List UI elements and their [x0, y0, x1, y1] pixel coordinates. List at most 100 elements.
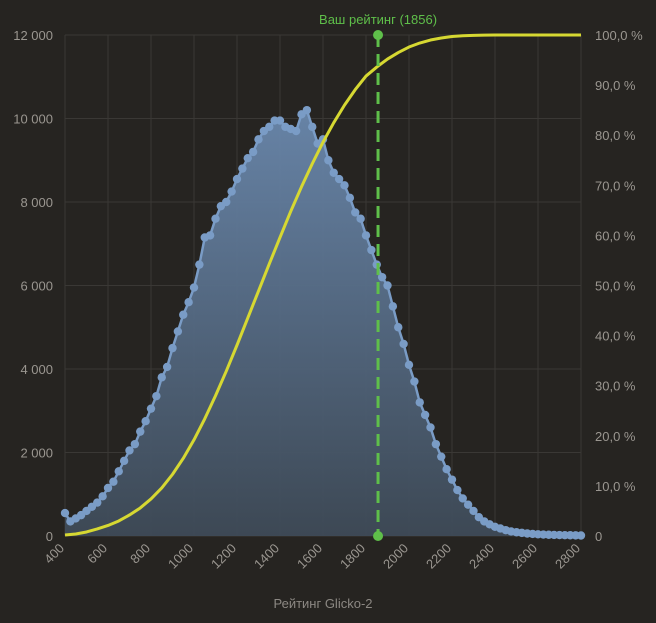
right-y-tick-label: 0 [595, 529, 602, 544]
distribution-point [361, 231, 371, 240]
distribution-point [248, 147, 258, 157]
left-y-tick-label: 12 000 [13, 28, 53, 43]
distribution-point [383, 281, 392, 290]
distribution-point [458, 494, 467, 503]
distribution-point [146, 404, 156, 413]
distribution-point [275, 116, 285, 125]
distribution-point [447, 475, 457, 484]
distribution-point [189, 283, 199, 292]
right-y-tick-label: 60,0 % [595, 228, 636, 243]
distribution-point [291, 126, 301, 136]
distribution-point [157, 373, 166, 382]
distribution-point [125, 446, 134, 455]
distribution-fill [65, 110, 581, 537]
distribution-point [141, 416, 150, 426]
distribution-point [340, 181, 349, 190]
distribution-point [410, 377, 419, 386]
distribution-point [205, 231, 215, 240]
distribution-point [351, 208, 360, 217]
distribution-point [195, 260, 204, 269]
distribution-point [130, 439, 140, 449]
distribution-point [399, 339, 408, 349]
right-y-tick-label: 30,0 % [595, 379, 636, 394]
x-axis-ticks: 400 600 800 1000 1200 1400 1600 1800 2000 2200 240… [41, 541, 583, 572]
distribution-point [179, 310, 188, 319]
distribution-point [152, 391, 161, 401]
x-tick-label: 1400 [251, 541, 282, 572]
distribution-point [377, 272, 387, 282]
distribution-point [437, 452, 446, 461]
distribution-point [243, 153, 252, 163]
distribution-point [388, 302, 398, 311]
distribution-point [254, 135, 263, 144]
your-rating-label: Ваш рейтинг (1856) [319, 12, 437, 27]
x-tick-label: 2000 [380, 541, 411, 572]
x-tick-label: 2400 [466, 541, 497, 572]
distribution-point [576, 531, 586, 540]
left-y-tick-label: 8 000 [20, 195, 53, 210]
left-y-tick-label: 4 000 [20, 362, 53, 377]
x-tick-label: 1200 [208, 541, 239, 572]
x-tick-label: 400 [41, 541, 67, 567]
distribution-point [367, 245, 376, 255]
distribution-point [168, 343, 177, 353]
distribution-point [162, 362, 172, 372]
distribution-point [60, 508, 70, 518]
distribution-point [227, 187, 236, 196]
distribution-point [173, 327, 183, 336]
distribution-point [334, 174, 344, 184]
distribution-point [329, 168, 338, 177]
cumulative-curve [64, 33, 581, 537]
x-tick-label: 1800 [337, 541, 368, 572]
distribution-point [265, 122, 274, 132]
distribution-point [232, 174, 242, 184]
left-y-tick-label: 6 000 [20, 279, 53, 294]
distribution-point [103, 483, 113, 493]
x-tick-label: 2200 [423, 541, 454, 572]
right-y-tick-label: 50,0 % [595, 279, 636, 294]
right-y-tick-label: 90,0 % [595, 78, 636, 93]
distribution-point [324, 156, 333, 165]
distribution-point [302, 105, 312, 115]
right-y-tick-label: 100,0 % [595, 28, 643, 43]
right-y-tick-label: 80,0 % [595, 128, 636, 143]
x-tick-label: 2800 [552, 541, 583, 572]
cumulative-line [64, 33, 581, 537]
distribution-point [442, 465, 451, 474]
distribution-point [109, 477, 118, 486]
right-y-tick-label: 70,0 % [595, 178, 636, 193]
x-tick-label: 1600 [294, 541, 325, 572]
distribution-area [63, 108, 582, 537]
your-rating-marker: Ваш рейтинг (1856) [319, 12, 437, 541]
right-y-tick-label: 20,0 % [595, 429, 636, 444]
x-tick-label: 600 [84, 541, 110, 567]
distribution-point [426, 423, 435, 432]
right-y-axis-ticks: 0 10,0 % 20,0 % 30,0 % 40,0 % 50,0 % 60,0 % 70,… [595, 28, 643, 544]
distribution-point [404, 360, 414, 370]
left-y-axis-ticks: 0 2 000 4 000 6 000 8 000 10 000 12 000 [13, 28, 53, 544]
x-tick-label: 800 [127, 541, 153, 567]
left-y-tick-label: 10 000 [13, 112, 53, 127]
right-y-tick-label: 10,0 % [595, 479, 636, 494]
x-axis-title: Рейтинг Glicko-2 [273, 596, 372, 611]
distribution-point [184, 298, 193, 307]
distribution-point [211, 214, 220, 223]
distribution-point [98, 492, 107, 501]
distribution-point [469, 506, 478, 516]
marker-top-dot [373, 30, 384, 40]
x-tick-label: 1000 [165, 541, 196, 572]
left-y-tick-label: 0 [46, 529, 53, 544]
distribution-point [415, 398, 424, 407]
distribution-point [356, 214, 365, 223]
distribution-point [463, 500, 473, 509]
distribution-point [394, 323, 403, 332]
distribution-point [119, 456, 129, 466]
right-y-tick-label: 40,0 % [595, 329, 636, 344]
distribution-point [222, 197, 231, 207]
left-y-tick-label: 2 000 [20, 446, 53, 461]
distribution-point [345, 193, 355, 203]
distribution-point [420, 410, 430, 420]
distribution-point [453, 485, 462, 495]
marker-bottom-dot [373, 531, 384, 541]
